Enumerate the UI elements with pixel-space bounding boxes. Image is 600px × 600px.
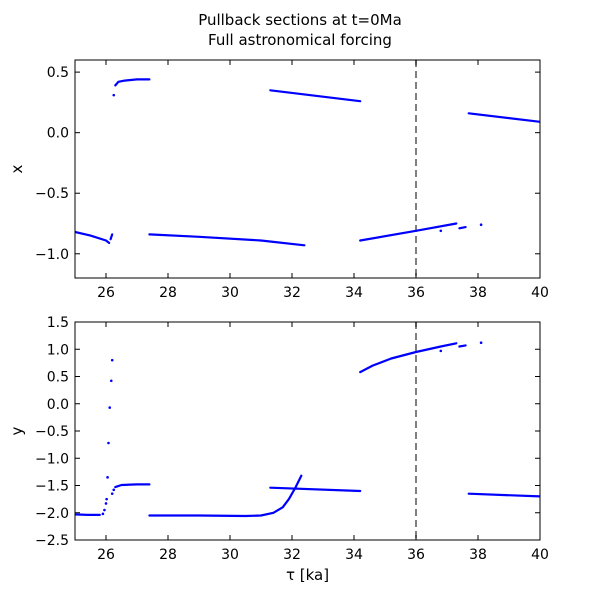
data-point (109, 379, 113, 383)
data-segment (148, 233, 306, 247)
y-tick-label: −0.5 (35, 186, 69, 202)
data-point (103, 508, 106, 512)
data-point (105, 497, 108, 501)
y-tick-label: −2.5 (35, 533, 69, 549)
data-point (439, 229, 443, 233)
chart-title-line2: Full astronomical forcing (208, 31, 392, 49)
x-tick-label: 32 (283, 547, 301, 563)
data-point (108, 406, 112, 409)
plot-frame (74, 59, 541, 279)
x-tick-label: 28 (159, 547, 177, 563)
x-tick-label: 36 (407, 547, 425, 563)
data-point (112, 488, 116, 492)
x-tick-label: 40 (531, 547, 549, 563)
data-point (479, 341, 483, 345)
y-tick-label: −0.5 (35, 424, 69, 440)
x-tick-label: 34 (345, 547, 363, 563)
x-tick-label: 36 (407, 285, 425, 301)
data-series (75, 341, 540, 518)
x-tick-label: 28 (159, 285, 177, 301)
data-segment (114, 78, 151, 87)
x-tick-label: 26 (97, 547, 115, 563)
y-tick-label: 0.5 (47, 370, 69, 386)
x-tick-label: 30 (221, 285, 239, 301)
y-tick-label: 0.0 (47, 397, 69, 413)
data-segment (75, 513, 101, 517)
y-axis-label: x (8, 164, 26, 173)
y-axis-label: y (8, 426, 26, 435)
data-segment (148, 474, 303, 518)
x-tick-label: 38 (469, 285, 487, 301)
y-tick-label: −2.0 (35, 506, 69, 522)
x-panel: 26 28 30 32 34 36 38 40 0.5 0.0 −0.5 −1.0 x (8, 59, 549, 301)
data-segment (269, 89, 362, 103)
data-point (110, 492, 114, 495)
x-tick-label: 40 (531, 285, 549, 301)
data-point (106, 476, 109, 479)
data-segment (458, 226, 467, 230)
y-tick-label: 1.5 (47, 315, 69, 331)
y-tick-label: 0.5 (47, 65, 69, 81)
data-point (104, 502, 108, 505)
x-axis-label: τ [ka] (286, 566, 329, 584)
x-tick-label: 32 (283, 285, 301, 301)
data-segment (109, 233, 114, 241)
x-tick-label: 30 (221, 547, 239, 563)
data-point (107, 441, 110, 445)
data-segment (359, 342, 458, 374)
x-tick-label: 38 (469, 547, 487, 563)
data-point (439, 349, 443, 353)
data-segment (467, 492, 540, 498)
data-point (479, 223, 483, 227)
chart-title-line1: Pullback sections at t=0Ma (198, 11, 402, 29)
data-series (75, 78, 540, 247)
data-segment (269, 486, 362, 493)
y-tick-label: 0.0 (47, 126, 69, 142)
data-segment (75, 230, 111, 244)
data-segment (458, 344, 467, 348)
data-segment (359, 222, 458, 242)
y-tick-label: −1.0 (35, 451, 69, 467)
data-segment (114, 483, 151, 489)
data-segment (467, 112, 540, 123)
y-tick-label: −1.0 (35, 247, 69, 263)
data-point (110, 358, 114, 362)
x-tick-label: 26 (97, 285, 115, 301)
y-tick-label: 1.0 (47, 342, 69, 358)
data-point (112, 93, 116, 97)
y-tick-label: −1.5 (35, 479, 69, 495)
data-point (101, 512, 105, 516)
x-tick-label: 34 (345, 285, 363, 301)
y-panel: 26 28 30 32 34 36 38 40 1.5 1.0 0.5 0.0 −0.5 −1.0 −1.5… (8, 315, 549, 584)
plot-frame (74, 321, 541, 541)
